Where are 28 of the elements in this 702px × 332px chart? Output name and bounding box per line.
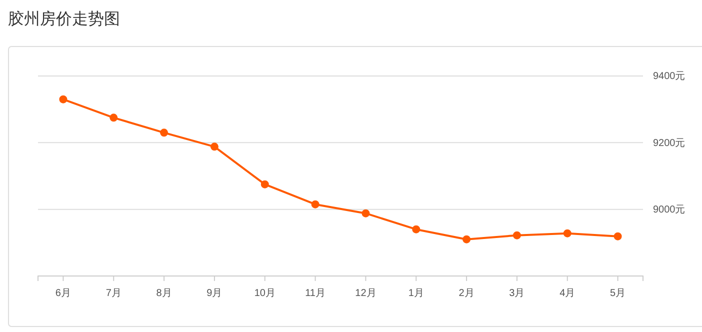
y-tick-label: 9000元	[653, 204, 686, 216]
point	[210, 142, 218, 151]
x-tick-label: 10月	[254, 288, 276, 299]
y-tick-label: 9400元	[653, 71, 686, 82]
x-tick-label: 11月	[305, 288, 326, 299]
x-tick-label: 5月	[610, 288, 626, 299]
point	[362, 209, 370, 218]
x-tick-label: 7月	[106, 288, 122, 299]
y-tick-label: 9200元	[653, 138, 686, 149]
point	[160, 128, 168, 137]
point	[260, 180, 269, 188]
point	[614, 232, 622, 240]
x-tick-label: 12月	[355, 288, 376, 299]
x-tick-label: 9月	[206, 288, 222, 299]
chart-title: 胶州房价走势图	[8, 9, 120, 28]
x-tick-label: 8月	[156, 288, 172, 299]
point	[462, 235, 471, 244]
x-tick-label: 3月	[509, 288, 525, 299]
x-tick-label: 6月	[55, 288, 71, 299]
point	[110, 114, 118, 122]
point	[412, 225, 420, 234]
point	[563, 229, 572, 238]
point	[512, 231, 521, 240]
x-tick-label: 2月	[458, 288, 474, 299]
x-tick-label: 1月	[408, 288, 424, 299]
point	[311, 200, 320, 208]
x-tick-label: 4月	[560, 288, 576, 299]
point	[59, 95, 68, 104]
